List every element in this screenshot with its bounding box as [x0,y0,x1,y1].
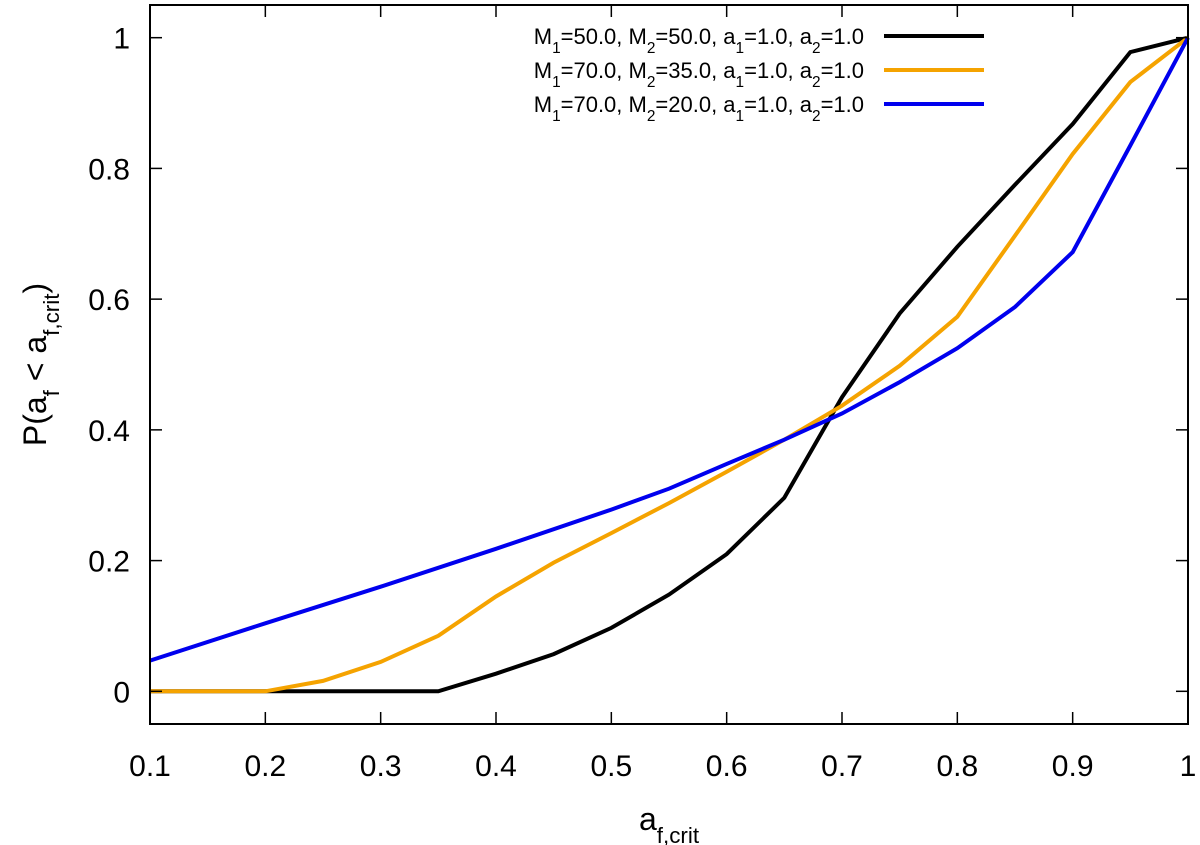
series-lines [149,35,1190,694]
x-tick-label: 1 [1180,750,1197,783]
y-axis-label: P(af​ < af,crit​) [17,283,64,446]
series-line-2 [150,36,1190,694]
x-tick-label: 0.7 [821,750,863,783]
legend-label-3: M1​=70.0, M2​=20.0, a1​=1.0, a2​=1.0 [534,92,864,125]
y-tick-label: 0.2 [88,546,130,579]
x-tick-label: 0.3 [360,750,402,783]
series-line-3 [149,36,1190,663]
series-line-1 [150,35,1189,694]
legend-label-1: M1​=50.0, M2​=50.0, a1​=1.0, a2​=1.0 [534,24,864,57]
x-tick-label: 0.9 [1052,750,1094,783]
y-tick-label: 0.8 [88,153,130,186]
x-tick-label: 0.5 [590,750,632,783]
x-tick-label: 0.1 [129,750,171,783]
x-tick-label: 0.6 [706,750,748,783]
y-tick-label: 0.4 [88,415,130,448]
y-tick-label: 1 [113,23,130,56]
y-tick-label: 0.6 [88,284,130,317]
y-tick-label: 0 [113,676,130,709]
legend: M1​=50.0, M2​=50.0, a1​=1.0, a2​=1.0M1​=… [534,24,984,125]
legend-label-2: M1​=70.0, M2​=35.0, a1​=1.0, a2​=1.0 [534,58,864,91]
x-axis-label: af,crit​ [639,801,700,845]
x-tick-label: 0.2 [244,750,286,783]
x-tick-label: 0.8 [936,750,978,783]
plot-frame [149,4,1189,725]
axis-ticks: 0.1 0.2 0.3 0.4 0.5 0.6 0.7 0.8 0.9 1 0 0.2 0.4 0.6 0.… [88,5,1196,783]
x-tick-label: 0.4 [475,750,517,783]
